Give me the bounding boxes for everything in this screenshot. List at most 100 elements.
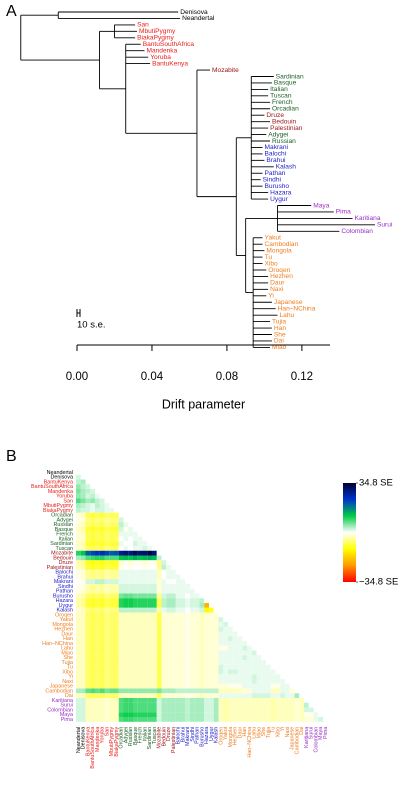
heat-cell [294,712,300,718]
heat-cell [90,655,96,661]
heat-cell [142,565,148,570]
heat-cell [228,717,233,722]
heat-cell [90,565,96,570]
heat-cell [275,669,281,675]
heat-cell [118,512,124,518]
heat-cell [76,560,81,566]
heat-cell [142,674,148,680]
heat-cell [99,598,105,604]
heat-cell [223,669,229,675]
heat-cell [285,702,290,708]
heat-cell [114,688,119,694]
heat-cell [171,603,176,608]
heat-cell [85,555,91,561]
heat-cell [251,679,257,684]
heat-cell [137,645,143,651]
heat-cell [80,603,86,608]
heat-cell [76,512,81,518]
heat-cell [180,636,186,642]
heat-cell [228,702,233,708]
heat-cell [242,664,248,670]
heat-cell [133,655,138,661]
heat-cell [204,712,210,718]
heat-cell [123,707,129,713]
heat-cell [237,702,243,708]
row-label: Tu [67,665,73,671]
heat-cell [294,717,300,722]
heat-cell [99,579,105,585]
heat-cell [194,660,200,665]
heat-cell [171,707,176,713]
heat-cell [152,641,157,646]
heat-cell [218,707,224,713]
heat-cell [156,707,162,713]
heat-cell [95,541,100,547]
heat-cell [90,584,96,589]
heat-cell [242,688,248,694]
heat-cell [90,693,96,699]
heat-cell [99,493,105,499]
heat-cell [128,550,134,556]
heat-cell [199,612,205,618]
heat-cell [104,622,110,627]
heat-cell [128,541,134,547]
heat-cell [123,683,129,689]
heat-cell [99,574,105,580]
heat-cell [199,617,205,623]
heat-cell [304,707,309,713]
heat-cell [156,579,162,585]
heat-cell [152,707,157,713]
heat-cell [137,683,143,689]
heat-cell [242,669,248,675]
heat-cell [142,645,148,651]
heat-cell [228,626,233,632]
heat-cell [270,679,276,684]
heat-cell [204,607,210,613]
heat-cell [123,702,129,708]
heat-cell [104,607,110,613]
heat-cell [204,698,210,703]
heat-cell [175,655,181,661]
heat-cell [109,546,115,551]
heat-cell [104,645,110,651]
heat-cell [228,712,233,718]
row-label: Balochi [55,570,73,576]
heat-cell [175,593,181,599]
heat-cell [133,588,138,594]
heat-cell [114,641,119,646]
heat-cell [133,641,138,646]
heat-cell [313,707,319,713]
heat-cell [76,574,81,580]
heat-cell [209,617,214,623]
heat-cell [275,688,281,694]
heat-cell [128,717,134,722]
heat-cell [199,683,205,689]
heat-cell [104,683,110,689]
heat-cell [147,636,153,642]
heat-cell [76,617,81,623]
heat-cell [232,683,238,689]
heat-cell [228,641,233,646]
heat-cell [247,683,252,689]
heat-cell [161,712,167,718]
heat-cell [175,574,181,580]
heat-cell [109,655,115,661]
heat-cell [218,679,224,684]
row-label: BiakaPygmy [43,508,73,514]
heat-cell [133,550,138,556]
heat-cell [95,503,100,509]
heat-cell [99,683,105,689]
heat-cell [194,683,200,689]
heat-cell [123,593,129,599]
heat-cell [99,712,105,718]
tip-label: Maya [313,202,329,209]
heat-cell [204,598,210,604]
heat-cell [209,664,214,670]
heat-cell [128,688,134,694]
heat-cell [213,626,219,632]
heat-cell [104,702,110,708]
heat-cell [104,541,110,547]
heat-cell [99,555,105,561]
heat-cell [80,645,86,651]
